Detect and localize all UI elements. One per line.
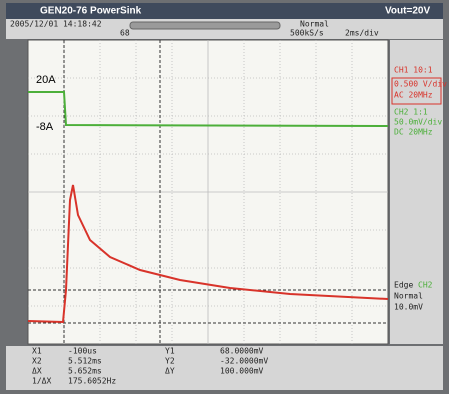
label-upper: 20A	[36, 74, 56, 86]
scope-screen: GEN20-76 PowerSink Vout=20V 2005/12/01 1…	[0, 0, 449, 394]
measure-name: X2	[32, 357, 42, 366]
trigger-source: CH2	[418, 281, 433, 290]
count: 68	[120, 29, 130, 38]
label-lower: -8A	[36, 121, 54, 133]
measure-name: X1	[32, 347, 42, 356]
measure-name: Y1	[165, 347, 175, 356]
ch2-name: CH2 1:1	[394, 108, 428, 117]
measure-value: -100us	[68, 347, 97, 356]
measure-value: 5.512ms	[68, 357, 102, 366]
rate: 500kS/s	[290, 29, 324, 38]
mode: Normal	[300, 20, 329, 29]
trigger-type: Edge	[394, 281, 413, 290]
measure-value: 175.6052Hz	[68, 377, 116, 386]
measure-value: 68.0000mV	[220, 347, 264, 356]
title: GEN20-76 PowerSink	[40, 6, 142, 17]
measure-name: Y2	[165, 357, 175, 366]
datetime: 2005/12/01 14:18:42	[10, 20, 102, 29]
trigger-mode: Normal	[394, 292, 423, 301]
timebase: 2ms/div	[345, 29, 379, 38]
measure-name: ΔY	[165, 367, 175, 376]
ch1-name: CH1 10:1	[394, 66, 433, 75]
ch1-scale: 0.500 V/div	[394, 80, 447, 89]
ch2-coupling: DC 20MHz	[394, 128, 433, 137]
status: Vout=20V	[385, 6, 430, 17]
measure-value: 5.652ms	[68, 367, 102, 376]
measure-name: ΔX	[32, 367, 42, 376]
ch2-scale: 50.0mV/div	[394, 118, 442, 127]
ch1-coupling: AC 20MHz	[394, 91, 433, 100]
progress	[130, 22, 280, 29]
measure-value: 100.000mV	[220, 367, 264, 376]
trigger-level: 10.0mV	[394, 303, 423, 312]
measure-value: -32.0000mV	[220, 357, 268, 366]
measure-name: 1/ΔX	[32, 377, 51, 386]
